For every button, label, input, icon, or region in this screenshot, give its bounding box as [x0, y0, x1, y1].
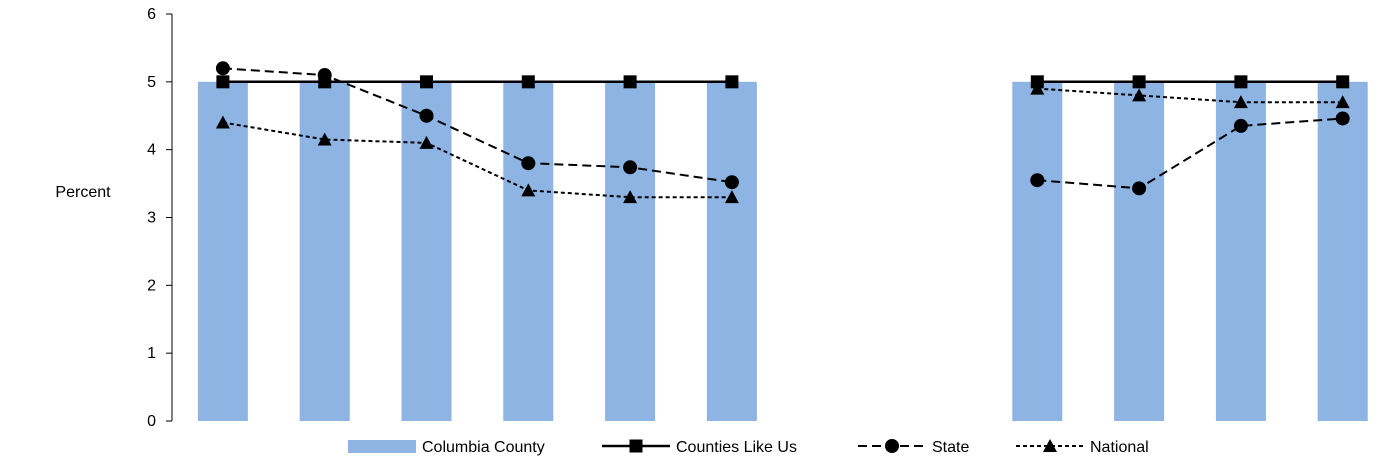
y-tick-label: 1: [147, 345, 156, 362]
legend-item-state: State: [858, 439, 969, 456]
bar: [401, 81, 452, 422]
legend-marker: [1043, 439, 1057, 452]
point-national: [419, 135, 434, 149]
legend-label: National: [1090, 439, 1149, 456]
point-counties-like-us: [623, 75, 637, 89]
y-tick-label: 0: [147, 413, 156, 430]
point-national: [1233, 95, 1248, 109]
bar: [503, 81, 554, 422]
point-state: [1335, 111, 1350, 126]
legend-item-columbia-county: Columbia County: [348, 439, 545, 456]
point-national: [623, 190, 638, 204]
point-national: [1030, 81, 1045, 95]
bar: [1114, 81, 1165, 422]
plot-area: 0 1 2 3 4 5 6: [147, 6, 1368, 430]
y-tick-label: 4: [147, 142, 156, 159]
series-line-national: [1037, 87, 1343, 104]
bar: [197, 81, 248, 422]
point-national: [1132, 88, 1147, 102]
point-state: [1030, 173, 1045, 188]
bar: [605, 81, 656, 422]
point-counties-like-us: [725, 75, 739, 89]
point-state: [215, 61, 230, 76]
point-state: [1132, 181, 1147, 196]
point-counties-like-us: [1336, 75, 1350, 89]
point-state: [623, 160, 638, 175]
point-state: [317, 68, 332, 83]
point-counties-like-us: [1234, 75, 1248, 89]
point-state: [724, 175, 739, 190]
legend-label: Columbia County: [422, 439, 545, 456]
point-counties-like-us: [216, 75, 230, 89]
legend-item-national: National: [1016, 439, 1149, 456]
point-national: [215, 115, 230, 129]
point-national: [317, 132, 332, 146]
bar: [1012, 81, 1063, 422]
legend-item-counties-like-us: Counties Like Us: [602, 439, 797, 456]
point-national: [724, 190, 739, 204]
y-tick-label: 6: [147, 6, 156, 23]
legend-marker: [629, 439, 643, 453]
point-state: [521, 156, 536, 171]
y-tick-label: 3: [147, 210, 156, 227]
point-national: [521, 183, 536, 197]
legend-label: Counties Like Us: [676, 439, 797, 456]
legend: Columbia County Counties Like Us State Nati…: [348, 439, 1149, 456]
point-state: [1233, 118, 1248, 133]
bar: [1215, 81, 1266, 422]
bar: [706, 81, 757, 422]
y-tick-label: 5: [147, 74, 156, 91]
point-national: [1335, 95, 1350, 109]
series-line-state: [1037, 117, 1343, 190]
series-line-state: [222, 67, 733, 184]
legend-label: State: [932, 439, 969, 456]
point-counties-like-us: [521, 75, 535, 89]
y-axis-label: Percent: [55, 184, 111, 201]
point-state: [419, 108, 434, 123]
point-counties-like-us: [1132, 75, 1146, 89]
legend-marker: [885, 439, 899, 453]
y-tick-label: 2: [147, 277, 156, 294]
series-line-national: [222, 121, 732, 199]
legend-swatch: [348, 440, 416, 453]
bar: [1317, 81, 1368, 422]
point-counties-like-us: [420, 75, 433, 89]
